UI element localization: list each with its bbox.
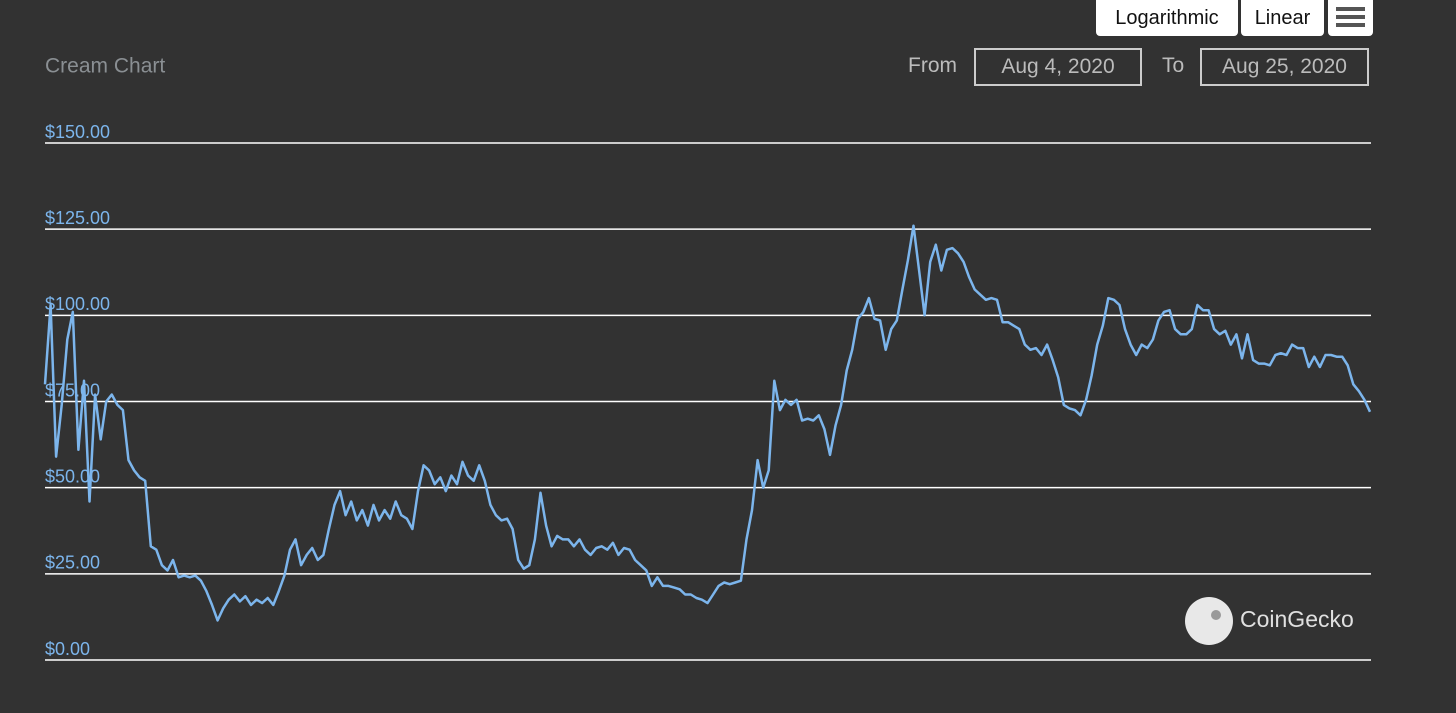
y-tick-label: $75.00 [45, 380, 100, 400]
y-tick-label: $100.00 [45, 294, 110, 314]
menu-bar [1336, 7, 1365, 11]
from-label: From [908, 54, 957, 77]
watermark-text: CoinGecko [1240, 606, 1354, 632]
watermark: CoinGecko [1185, 597, 1354, 645]
y-tick-label: $125.00 [45, 208, 110, 228]
linear-button[interactable]: Linear [1241, 0, 1324, 36]
y-tick-label: $25.00 [45, 553, 100, 573]
menu-bar [1336, 23, 1365, 27]
chart-title: Cream Chart [45, 55, 165, 78]
to-input[interactable]: Aug 25, 2020 [1200, 48, 1369, 86]
y-tick-label: $0.00 [45, 639, 90, 659]
price-line [43, 224, 1372, 622]
menu-bar [1336, 15, 1365, 19]
y-tick-label: $150.00 [45, 122, 110, 142]
watermark-logo [1185, 597, 1233, 645]
from-input[interactable]: Aug 4, 2020 [974, 48, 1142, 86]
to-label: To [1162, 54, 1185, 77]
y-tick-label: $50.00 [45, 466, 100, 486]
watermark-eye [1211, 610, 1221, 620]
log-button[interactable]: Logarithmic [1096, 0, 1238, 36]
menu-button[interactable] [1328, 0, 1373, 36]
